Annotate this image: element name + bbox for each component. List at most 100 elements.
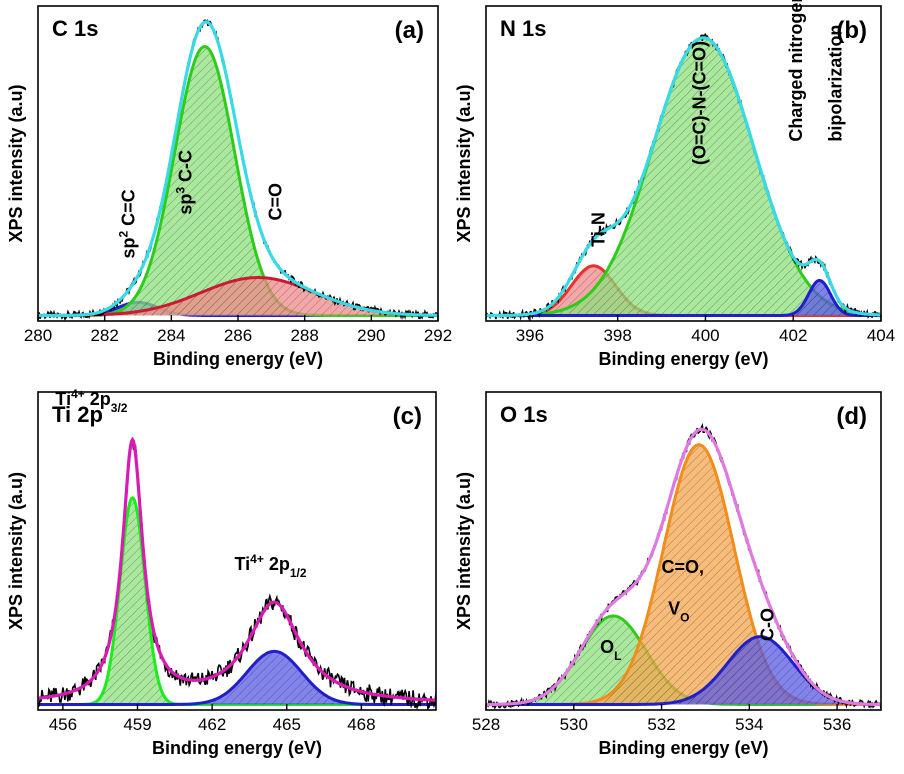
x-tick-label: 402	[779, 326, 807, 345]
peak-label-text: C-O	[757, 608, 777, 641]
peak-label-sup: 2	[117, 231, 131, 238]
panel-letter: (c)	[393, 403, 422, 430]
x-tick-label: 530	[560, 715, 588, 734]
peak-label: OL	[600, 637, 621, 663]
y-axis-title: XPS intensity (a.u)	[454, 84, 474, 242]
peak-label: VO	[668, 598, 689, 624]
peak-label: C-O	[757, 608, 777, 641]
x-axis-title: Binding energy (eV)	[598, 349, 768, 369]
peak-label-text: 2p	[85, 389, 111, 409]
component-hatch-2	[38, 46, 438, 316]
x-tick-label: 534	[735, 715, 763, 734]
x-axis-title: Binding energy (eV)	[152, 738, 322, 758]
panel-letter: (d)	[836, 403, 867, 430]
x-tick-label: 462	[198, 715, 226, 734]
panel-letter: (b)	[836, 17, 867, 44]
component-hatch-1	[486, 616, 881, 705]
x-axis-title: Binding energy (eV)	[598, 738, 768, 758]
x-axis-title: Binding energy (eV)	[153, 349, 323, 369]
peak-label: sp3 C-C	[173, 150, 195, 215]
panel-b: 396 398 400 402 404 Binding energy (eV) XPS in…	[454, 0, 895, 369]
y-axis-title: XPS intensity (a.u)	[6, 84, 26, 242]
component-hatch-2	[486, 444, 881, 705]
peak-label: sp2 C=C	[117, 189, 139, 258]
x-tick-label: 528	[472, 715, 500, 734]
peak-label-sup: 4+	[250, 552, 264, 566]
component-hatch-2	[486, 37, 881, 316]
peak-label-text: Ti	[55, 389, 71, 409]
peak-label: Ti4+ 2p3/2	[55, 387, 127, 415]
y-axis-title: XPS intensity (a.u)	[6, 472, 26, 630]
component-hatch-3	[38, 277, 438, 316]
x-tick-label: 404	[867, 326, 895, 345]
x-tick-label: 398	[603, 326, 631, 345]
x-tick-label: 456	[49, 715, 77, 734]
panel-title: N 1s	[500, 16, 546, 41]
peak-label-text: C-C	[175, 150, 195, 187]
component-line-3	[486, 279, 881, 317]
peak-label-text: bipolarization	[826, 25, 846, 142]
plot-frame	[37, 391, 437, 711]
peak-label-text: 2p	[264, 554, 290, 574]
panel-title: C 1s	[52, 16, 98, 41]
panel-title: O 1s	[500, 402, 548, 427]
envelope-line	[38, 20, 438, 318]
panel-d: 528 530 532 534 536 Binding energy (eV) XPS in…	[454, 391, 882, 758]
x-tick-label: 290	[357, 326, 385, 345]
peak-label-sub: L	[614, 649, 621, 663]
component-hatch-2	[38, 651, 436, 705]
panel-title: Ti 2p	[52, 402, 103, 427]
peak-label-text: Ti	[235, 554, 251, 574]
component-hatch-3	[486, 636, 881, 705]
peak-label-text: C=O	[265, 183, 285, 221]
envelope-line	[486, 427, 881, 707]
x-tick-label: 282	[90, 326, 118, 345]
x-tick-label: 284	[157, 326, 185, 345]
peak-label: Ti4+ 2p1/2	[235, 552, 307, 580]
x-tick-label: 280	[24, 326, 52, 345]
peak-label-sub: 3/2	[111, 401, 128, 415]
envelope-line	[486, 36, 881, 318]
x-tick-label: 286	[224, 326, 252, 345]
peak-label: (O=C)-N-(C=O)	[689, 41, 709, 165]
peak-label-text: Ti-N	[589, 212, 609, 247]
x-tick-label: 288	[290, 326, 318, 345]
peak-label: Ti-N	[589, 212, 609, 247]
component-line-2	[38, 649, 436, 706]
x-tick-label: 459	[123, 715, 151, 734]
panel-letter: (a)	[395, 17, 424, 44]
peak-label: bipolarization	[826, 25, 846, 142]
x-tick-label: 468	[347, 715, 375, 734]
peak-label-sup: 4+	[71, 387, 85, 401]
x-tick-label: 536	[823, 715, 851, 734]
x-tick-label: 292	[424, 326, 452, 345]
peak-label-text: C=O,	[662, 557, 705, 577]
peak-label-text: (O=C)-N-(C=O)	[689, 41, 709, 165]
peak-label: C=O,	[662, 557, 705, 577]
peak-label-text: C=C	[119, 189, 139, 231]
plot-frame	[485, 5, 882, 322]
plot-area	[38, 18, 438, 321]
plot-area	[38, 436, 436, 710]
plot-area	[486, 422, 881, 710]
panel-a: 280 282 284 286 288 290 292 Binding energy (eV)…	[6, 5, 452, 369]
peak-label-text: V	[668, 598, 680, 618]
peak-label-sub: 1/2	[290, 566, 307, 580]
x-tick-label: 532	[647, 715, 675, 734]
x-tick-label: 400	[691, 326, 719, 345]
peak-label-text: sp	[119, 238, 139, 259]
peak-label-sup: 3	[173, 187, 187, 194]
x-tick-label: 396	[516, 326, 544, 345]
y-axis-title: XPS intensity (a.u)	[454, 472, 474, 630]
panel-c: 456 459 462 465 468 Binding energy (eV) XPS in…	[6, 387, 437, 758]
plot-frame	[485, 391, 882, 711]
peak-label-text: O	[600, 637, 614, 657]
plot-area	[486, 32, 881, 321]
peak-label-text: Charged nitrogen	[786, 0, 806, 142]
peak-label: C=O	[265, 183, 285, 221]
peak-label: Charged nitrogen	[786, 0, 806, 142]
component-hatch-1	[38, 497, 436, 705]
envelope-line	[38, 436, 436, 702]
x-tick-label: 465	[273, 715, 301, 734]
